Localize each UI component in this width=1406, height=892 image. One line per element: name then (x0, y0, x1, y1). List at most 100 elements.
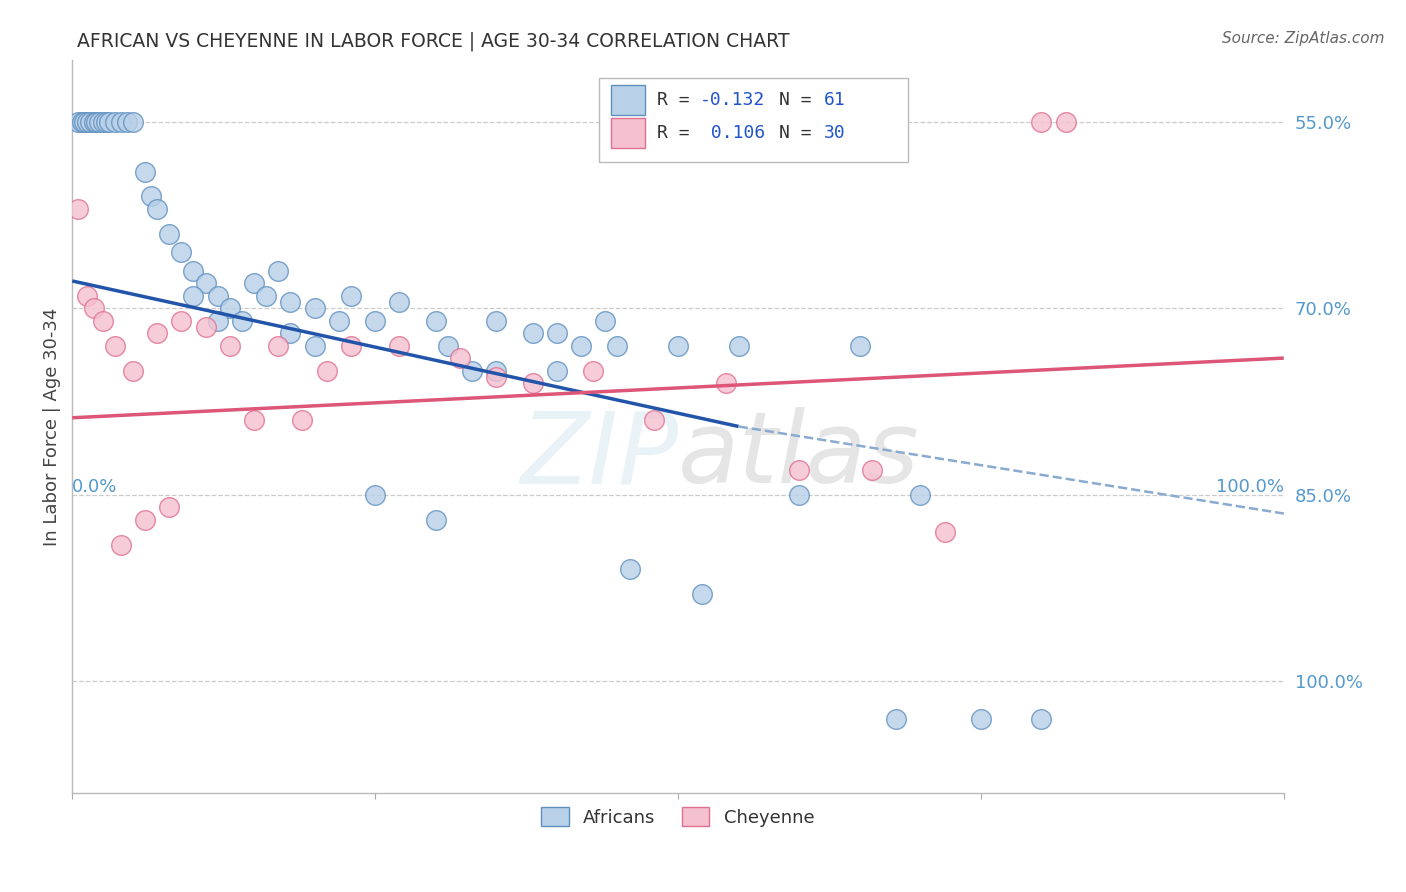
Point (104, 338, 127, 352)
Point (67, 202, 90, 216)
Point (619, 562, 641, 576)
Text: atlas: atlas (678, 408, 920, 504)
FancyBboxPatch shape (599, 78, 908, 162)
Point (522, 326, 544, 341)
Point (86, 115, 108, 129)
Point (91, 115, 114, 129)
Text: 30: 30 (824, 124, 845, 142)
Point (546, 363, 568, 377)
Point (157, 227, 180, 241)
Point (666, 338, 689, 352)
Text: N =: N = (779, 124, 823, 142)
Point (606, 338, 628, 352)
Point (115, 115, 138, 129)
Point (304, 338, 326, 352)
Text: -0.132: -0.132 (700, 91, 765, 109)
Point (860, 463, 883, 477)
Point (121, 115, 143, 129)
Text: AFRICAN VS CHEYENNE IN LABOR FORCE | AGE 30-34 CORRELATION CHART: AFRICAN VS CHEYENNE IN LABOR FORCE | AGE… (77, 31, 790, 51)
Point (884, 712, 907, 726)
Text: ZIP: ZIP (520, 408, 678, 504)
Point (170, 245, 193, 260)
Legend: Africans, Cheyenne: Africans, Cheyenne (533, 798, 824, 836)
Point (243, 413, 266, 427)
Point (1031, 712, 1053, 726)
Point (231, 314, 253, 328)
Point (91, 314, 114, 328)
Point (569, 338, 592, 352)
Point (267, 264, 290, 278)
Point (340, 338, 363, 352)
Point (425, 314, 447, 328)
Point (254, 289, 277, 303)
FancyBboxPatch shape (612, 119, 645, 148)
Point (727, 338, 749, 352)
FancyBboxPatch shape (612, 86, 645, 115)
Point (170, 314, 193, 328)
Point (83, 115, 105, 129)
Point (388, 295, 411, 310)
Point (690, 587, 713, 601)
Point (436, 338, 458, 352)
Point (582, 363, 605, 377)
Point (315, 363, 337, 377)
Text: 100.0%: 100.0% (1216, 478, 1284, 496)
Point (716, 376, 738, 390)
Point (134, 513, 156, 527)
Point (76, 115, 98, 129)
Point (595, 314, 617, 328)
Point (67, 115, 90, 129)
Point (218, 301, 240, 316)
Point (934, 525, 956, 540)
Point (364, 488, 387, 502)
Point (79, 115, 101, 129)
Point (218, 338, 240, 352)
Point (388, 338, 411, 352)
Text: 61: 61 (824, 91, 845, 109)
Point (278, 295, 301, 310)
Point (194, 277, 217, 291)
Text: R =: R = (658, 124, 702, 142)
Point (70, 115, 93, 129)
Point (157, 500, 180, 515)
Point (134, 164, 156, 178)
Point (461, 363, 484, 377)
Point (243, 277, 266, 291)
Point (449, 351, 471, 365)
Point (83, 301, 105, 316)
Point (87, 115, 110, 129)
Point (73, 115, 96, 129)
Point (110, 538, 132, 552)
Point (970, 712, 993, 726)
Point (207, 289, 229, 303)
Point (787, 463, 810, 477)
Point (546, 326, 568, 341)
Point (485, 363, 508, 377)
Point (194, 320, 217, 334)
Point (267, 338, 290, 352)
Point (104, 115, 127, 129)
Point (643, 413, 665, 427)
Point (787, 488, 810, 502)
Point (340, 289, 363, 303)
Point (485, 314, 508, 328)
Point (76, 289, 98, 303)
Point (1031, 115, 1053, 129)
Point (425, 513, 447, 527)
Text: N =: N = (779, 91, 823, 109)
Point (278, 326, 301, 341)
Text: 0.0%: 0.0% (72, 478, 118, 496)
Y-axis label: In Labor Force | Age 30-34: In Labor Force | Age 30-34 (44, 307, 60, 546)
Text: R =: R = (658, 91, 702, 109)
Point (1054, 115, 1077, 129)
Point (96, 115, 118, 129)
Point (139, 189, 162, 203)
Text: Source: ZipAtlas.com: Source: ZipAtlas.com (1222, 31, 1385, 46)
Point (183, 264, 205, 278)
Point (207, 314, 229, 328)
Point (291, 413, 314, 427)
Point (97, 115, 120, 129)
Point (183, 289, 205, 303)
Point (328, 314, 350, 328)
Point (910, 488, 932, 502)
